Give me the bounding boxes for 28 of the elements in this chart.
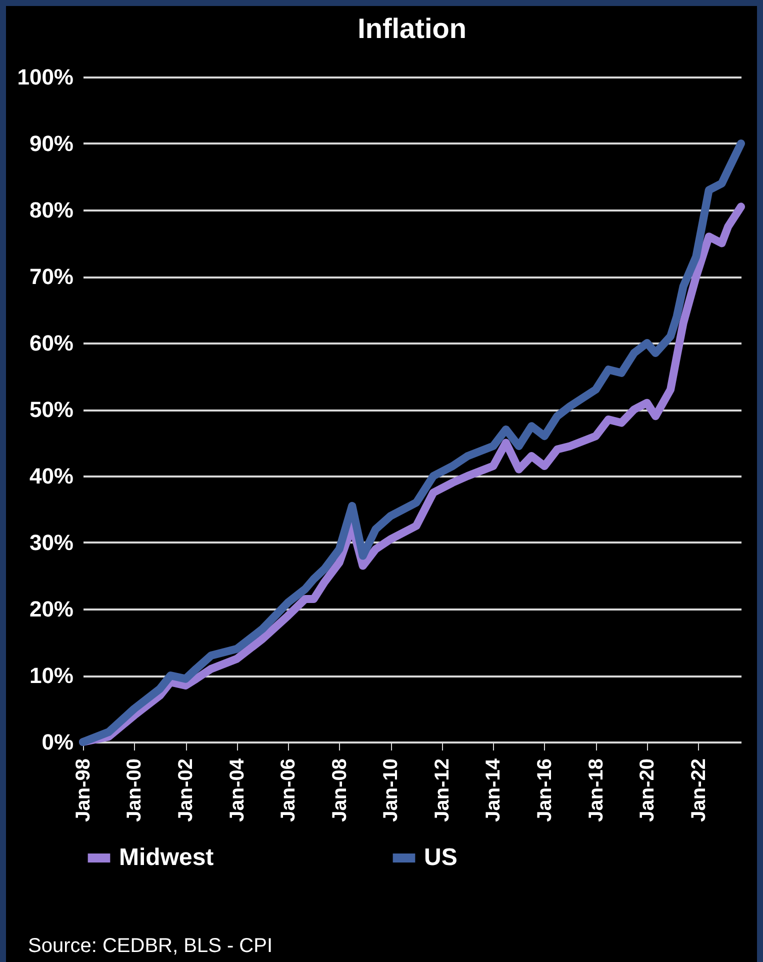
chart-title: Inflation [358,13,466,44]
y-tick-label: 90% [29,131,74,156]
x-tick-label: Jan-98 [72,758,94,822]
x-tick-label: Jan-20 [636,758,659,822]
x-tick-label: Jan-00 [124,758,146,822]
x-tick-label: Jan-14 [482,758,505,822]
y-tick-label: 60% [29,330,74,356]
source-note: Source: CEDBR, BLS - CPI [28,935,273,958]
x-tick-label: Jan-10 [380,758,402,822]
x-tick-label: Jan-04 [226,758,248,822]
y-tick-label: 20% [29,596,74,622]
x-tick-label: Jan-12 [431,758,454,822]
y-tick-label: 50% [29,397,74,422]
x-tick-label: Jan-06 [278,758,300,822]
x-tick-label: Jan-16 [534,758,556,822]
x-tick-label: Jan-02 [175,758,198,822]
y-tick-label: 10% [29,663,74,688]
y-tick-label: 30% [29,530,74,555]
y-tick-label: 0% [42,730,74,754]
legend-label: Midwest [119,844,214,871]
x-tick-label: Jan-18 [585,758,608,822]
y-tick-label: 80% [29,198,74,222]
y-tick-label: 100% [17,64,74,90]
legend-label: US [424,844,458,871]
y-tick-label: 40% [29,464,74,488]
x-tick-label: Jan-08 [328,758,351,822]
x-tick-label: Jan-22 [688,758,710,822]
y-tick-label: 70% [29,264,74,289]
